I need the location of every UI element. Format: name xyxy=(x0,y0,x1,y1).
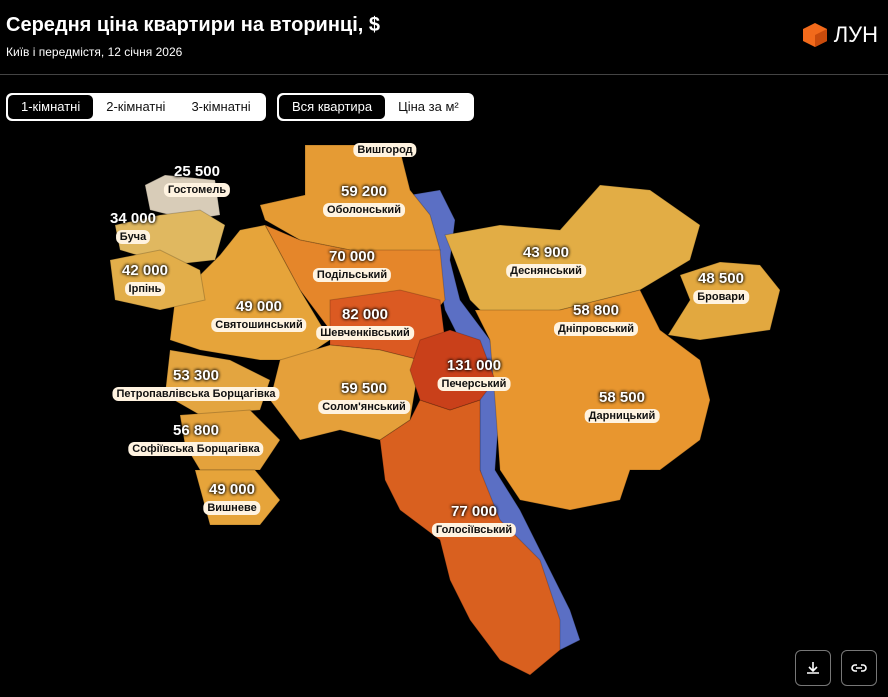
tab[interactable]: 3-кімнатні xyxy=(191,99,251,114)
price: 59 500 xyxy=(341,380,387,397)
region-name: Гостомель xyxy=(163,183,231,197)
region-name: Шевченківський xyxy=(316,326,414,340)
region-label: 49 000 Святошинський xyxy=(211,298,307,333)
region-label: 131 000 Печерський xyxy=(437,357,511,392)
tab[interactable]: 1-кімнатні xyxy=(8,95,94,119)
price: 59 200 xyxy=(341,183,387,200)
subtitle: Київ і передмістя, 12 січня 2026 xyxy=(6,45,183,59)
price: 82 000 xyxy=(342,306,388,323)
price: 25 500 xyxy=(174,163,220,180)
region-name: Деснянський xyxy=(506,264,586,278)
region-label: 53 300 Петропавлівська Борщагівка xyxy=(112,367,280,402)
price: 56 800 xyxy=(173,422,219,439)
region-name: Бровари xyxy=(693,290,749,304)
price: 58 500 xyxy=(599,389,645,406)
region-label: 58 800 Дніпровський xyxy=(553,302,639,337)
region-label: 34 000 Буча xyxy=(110,210,156,245)
region-label: 59 500 Солом'янський xyxy=(318,380,410,415)
region xyxy=(474,289,711,511)
divider xyxy=(0,74,888,75)
price: 34 000 xyxy=(110,210,156,227)
region-label: Вишгород xyxy=(353,140,417,158)
price: 70 000 xyxy=(329,248,375,265)
brand[interactable]: ЛУН xyxy=(802,22,878,48)
price: 48 500 xyxy=(698,270,744,287)
region-name: Печерський xyxy=(437,377,511,391)
region-label: 82 000 Шевченківський xyxy=(316,306,414,341)
region xyxy=(114,209,226,266)
tab-group: Вся квартира Ціна за м² xyxy=(277,93,474,121)
region xyxy=(444,184,701,331)
link-button[interactable] xyxy=(841,650,877,686)
price: 42 000 xyxy=(122,262,168,279)
region-label: 49 000 Вишневе xyxy=(203,481,261,516)
region-label: 56 800 Софіївська Борщагівка xyxy=(128,422,264,457)
price: 49 000 xyxy=(236,298,282,315)
download-button[interactable] xyxy=(795,650,831,686)
logo xyxy=(802,23,827,47)
region-label: 42 000 Ірпінь xyxy=(122,262,168,297)
region-name: Дарницький xyxy=(584,409,660,423)
tab-group: 1-кімнатні 2-кімнатні 3-кімнатні xyxy=(6,93,266,121)
price: 49 000 xyxy=(209,481,255,498)
brand-name: ЛУН xyxy=(833,22,878,47)
region-name: Дніпровський xyxy=(553,322,639,336)
download-icon xyxy=(807,662,819,674)
region-name: Ірпінь xyxy=(124,282,166,296)
price: 58 800 xyxy=(573,302,619,319)
title: Середня ціна квартири на вторинці, $ xyxy=(6,14,381,36)
region-label: 59 200 Оболонський xyxy=(323,183,405,218)
region-name: Вишневе xyxy=(203,501,261,515)
region-label: 43 900 Деснянський xyxy=(506,244,586,279)
region-label: 70 000 Подільський xyxy=(312,248,392,283)
tab[interactable]: 2-кімнатні xyxy=(106,99,166,114)
price: 131 000 xyxy=(446,357,502,374)
region-name: Солом'янський xyxy=(318,400,410,414)
region-label: 25 500 Гостомель xyxy=(163,163,231,198)
region-label: 58 500 Дарницький xyxy=(584,389,660,424)
region-name: Голосіївський xyxy=(431,523,517,537)
tab[interactable]: Ціна за м² xyxy=(398,99,459,114)
region-label: 77 000 Голосіївський xyxy=(431,503,517,538)
region-name: Вишгород xyxy=(353,143,417,157)
region-label: 48 500 Бровари xyxy=(693,270,749,305)
region-name: Софіївська Борщагівка xyxy=(128,442,264,456)
price: 77 000 xyxy=(451,503,497,520)
region-name: Святошинський xyxy=(211,318,307,332)
region-name: Буча xyxy=(115,230,151,244)
region-name: Петропавлівська Борщагівка xyxy=(112,387,280,401)
price: 43 900 xyxy=(523,244,569,261)
region-name: Оболонський xyxy=(323,203,405,217)
link-icon xyxy=(851,664,867,672)
tab[interactable]: Вся квартира xyxy=(279,95,386,119)
region-name: Подільський xyxy=(312,268,392,282)
price: 53 300 xyxy=(173,367,219,384)
